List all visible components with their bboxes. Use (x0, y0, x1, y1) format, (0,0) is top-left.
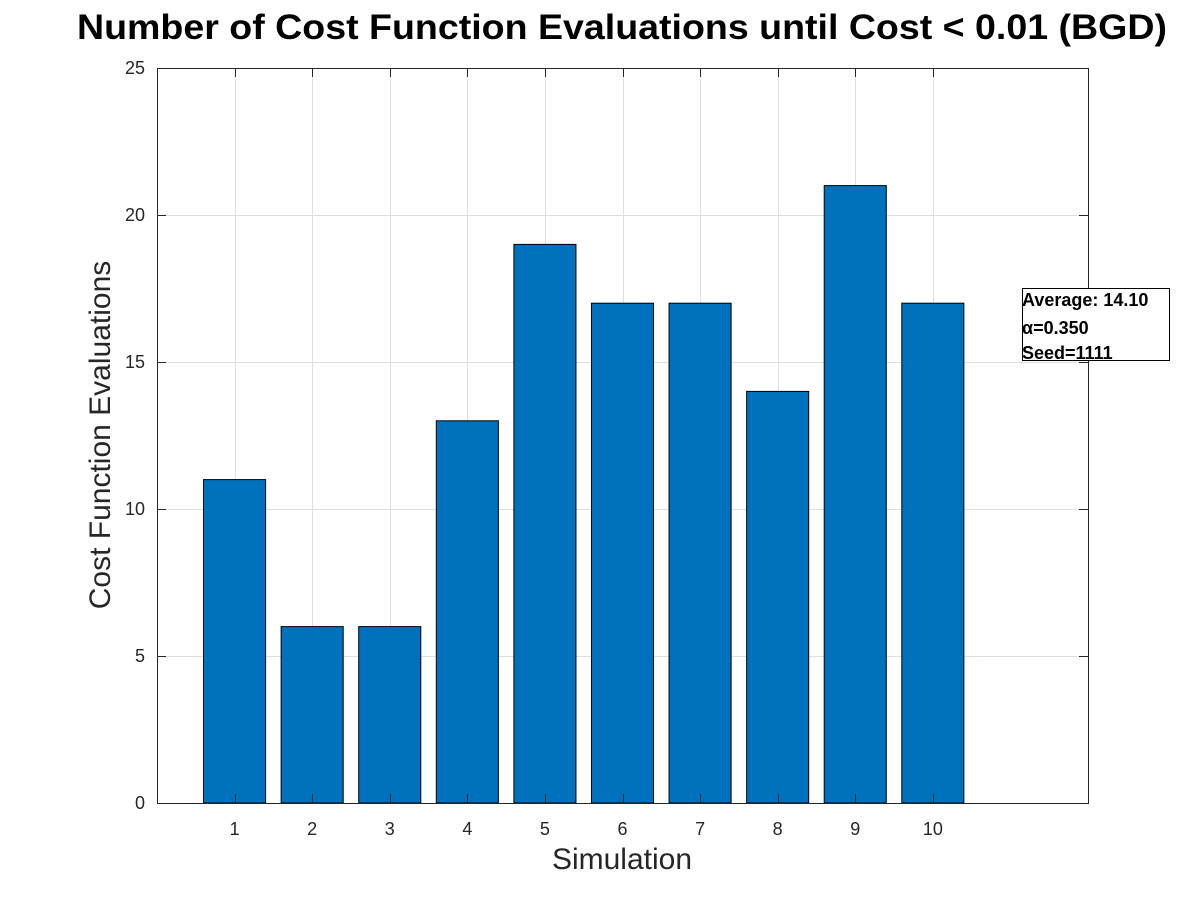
annotation-average: Average: 14.10 (1022, 290, 1148, 310)
y-tick-label: 0 (135, 793, 145, 813)
bar-simulation-7 (668, 302, 732, 804)
ticks: 1 2 3 4 5 6 7 8 9 10 0 5 10 15 20 25 (125, 58, 1088, 839)
x-tick-label: 7 (695, 819, 705, 839)
y-tick-label: 15 (125, 352, 145, 372)
x-tick-label: 2 (307, 819, 317, 839)
x-tick-label: 8 (773, 819, 783, 839)
x-tick-label: 4 (462, 819, 472, 839)
y-tick-label: 25 (125, 58, 145, 78)
bar-simulation-3 (358, 626, 422, 804)
bar-simulation-5 (513, 243, 577, 804)
x-tick-label: 10 (923, 819, 943, 839)
y-tick-label: 5 (135, 646, 145, 666)
y-axis-label: Cost Function Evaluations (84, 261, 117, 610)
y-tick-label: 10 (125, 499, 145, 519)
annotation-border (1022, 288, 1170, 361)
chart-title: Number of Cost Function Evaluations unti… (77, 8, 1167, 47)
x-tick-label: 9 (850, 819, 860, 839)
bar-simulation-10 (901, 302, 965, 804)
annotation-alpha: α=0.350 (1022, 318, 1089, 338)
bar-simulation-6 (590, 302, 655, 804)
annotation-seed: Seed=1111 (1022, 343, 1113, 363)
x-tick-label: 5 (540, 819, 550, 839)
x-tick-label: 1 (230, 819, 240, 839)
bars (203, 185, 965, 804)
x-tick-label: 3 (385, 819, 395, 839)
x-axis-label: Simulation (552, 843, 692, 876)
bar-simulation-2 (280, 626, 344, 804)
bar-simulation-1 (203, 479, 267, 804)
bar-simulation-9 (823, 185, 887, 804)
x-tick-label: 6 (617, 819, 627, 839)
bar-simulation-8 (746, 390, 810, 804)
annotation-box: Average: 14.10 α=0.350 Seed=1111 (1022, 288, 1170, 363)
bar-simulation-4 (435, 420, 499, 804)
y-tick-label: 20 (125, 205, 145, 225)
